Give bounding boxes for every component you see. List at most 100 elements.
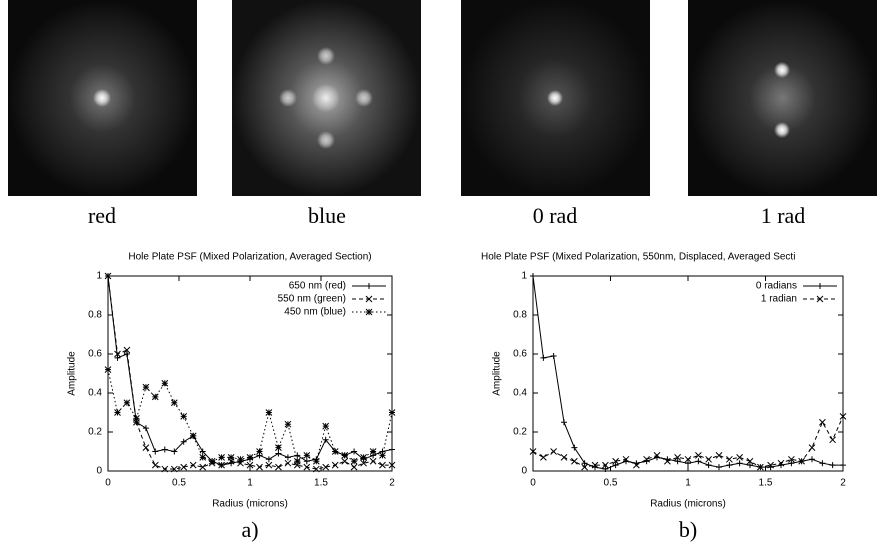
data-point [322, 436, 329, 443]
data-point [265, 409, 273, 416]
y-tick-label: 0.4 [88, 388, 102, 399]
data-point [189, 461, 197, 469]
data-point [746, 457, 754, 465]
data-point [331, 448, 339, 455]
image-caption: blue [308, 203, 346, 228]
data-point [571, 444, 578, 451]
data-point [123, 346, 131, 354]
x-axis-label: Radius (microns) [212, 499, 288, 510]
data-point [757, 463, 764, 471]
data-point [133, 414, 140, 422]
x-tick-label: 0.5 [604, 478, 618, 489]
y-tick-label: 0.6 [513, 349, 527, 360]
data-point [643, 455, 650, 463]
plot-frame [107, 275, 393, 472]
data-point [664, 457, 671, 465]
chart-title: Hole Plate PSF (Mixed Polarization, 550n… [481, 252, 795, 263]
data-point [529, 448, 537, 455]
data-point [653, 452, 661, 459]
psf-image [232, 0, 421, 196]
legend-label: 650 nm (red) [289, 281, 346, 292]
data-point [360, 453, 367, 461]
data-point [350, 457, 358, 465]
data-point [388, 409, 396, 416]
image-caption: 0 rad [533, 203, 578, 228]
data-point [674, 458, 681, 465]
data-point [736, 460, 743, 467]
data-point [180, 413, 188, 420]
x-tick-label: 2 [840, 478, 846, 489]
data-point [114, 354, 121, 361]
data-point [123, 399, 131, 407]
data-point [123, 351, 130, 357]
data-point [208, 457, 216, 465]
data-point [716, 464, 722, 471]
data-point [602, 461, 609, 469]
data-point [303, 452, 311, 459]
data-point [369, 448, 377, 455]
data-point [284, 454, 291, 461]
data-point [622, 455, 630, 463]
psf-image [688, 0, 877, 196]
data-point [152, 448, 159, 455]
y-tick-label: 0.2 [513, 427, 527, 438]
legend-marker [817, 283, 823, 289]
image-caption: red [88, 203, 116, 228]
data-point [705, 462, 712, 469]
psf-image [461, 0, 650, 196]
data-point [142, 444, 150, 451]
y-axis-label: Amplitude [67, 351, 78, 396]
data-point [369, 457, 377, 465]
data-point [819, 418, 826, 426]
data-point [265, 456, 272, 463]
data-point [747, 462, 753, 469]
data-point [602, 466, 609, 473]
data-point [199, 463, 207, 471]
data-point [284, 420, 292, 428]
data-point [218, 453, 225, 461]
x-tick-label: 1 [247, 478, 253, 489]
x-tick-label: 1.5 [759, 478, 773, 489]
y-tick-label: 1 [96, 271, 102, 282]
legend-marker [816, 295, 824, 303]
data-point [581, 463, 588, 471]
data-point [736, 453, 743, 461]
data-point [303, 463, 311, 471]
data-point [808, 444, 816, 451]
data-point [379, 461, 386, 469]
data-point [161, 446, 168, 453]
legend-marker [366, 283, 372, 289]
data-point [726, 455, 733, 463]
data-point [612, 457, 619, 465]
data-point [685, 460, 691, 467]
y-tick-label: 0.4 [513, 388, 527, 399]
data-point [246, 453, 254, 461]
data-point [550, 352, 557, 359]
data-point [341, 457, 349, 465]
data-point [798, 457, 805, 465]
y-tick-label: 0.2 [88, 427, 102, 438]
series-line [107, 369, 393, 463]
data-point [360, 459, 367, 467]
data-point [114, 350, 121, 358]
data-point [829, 436, 836, 444]
data-point [275, 450, 282, 457]
series-line [107, 275, 393, 466]
legend-marker [365, 295, 373, 303]
data-point [284, 459, 292, 467]
y-tick-label: 0.8 [88, 310, 102, 321]
data-point [633, 461, 640, 469]
data-point [161, 465, 169, 473]
data-point [341, 452, 349, 459]
plot-frame [532, 275, 844, 472]
legend-marker [365, 308, 373, 316]
data-point [275, 444, 282, 451]
data-point [227, 453, 235, 461]
y-tick-label: 0.8 [513, 310, 527, 321]
data-point [819, 460, 826, 467]
data-point [312, 457, 320, 465]
data-point [705, 455, 712, 463]
data-point [293, 457, 301, 465]
image-caption: 1 rad [761, 203, 806, 228]
panel-caption: b) [679, 517, 697, 542]
